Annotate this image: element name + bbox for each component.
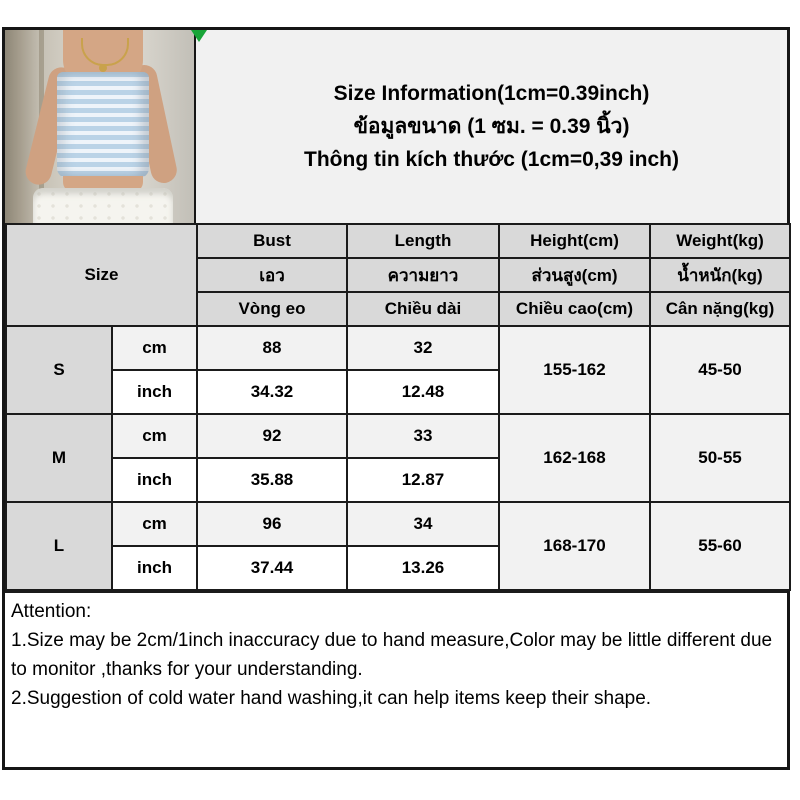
row-l-cm: L cm 96 34 168-170 55-60	[5, 501, 791, 591]
col-header-length-vi: Chiều dài	[346, 291, 500, 327]
col-header-length-en: Length	[346, 223, 500, 259]
m-length-cm: 33	[346, 413, 500, 459]
row-s-cm: S cm 88 32 155-162 45-50	[5, 325, 791, 415]
header-row-vietnamese: Vòng eo Chiều dài Chiều cao(cm) Cân nặng…	[6, 291, 791, 327]
s-weight: 45-50	[649, 325, 791, 415]
row-s-inch: inch 34.32 12.48	[6, 369, 790, 415]
s-height: 155-162	[498, 325, 651, 415]
l-weight: 55-60	[649, 501, 791, 591]
size-header-cell: Size	[5, 223, 198, 327]
m-weight: 50-55	[649, 413, 791, 503]
l-height: 168-170	[498, 501, 651, 591]
unit-label-inch: inch	[111, 369, 198, 415]
m-bust-inch: 35.88	[196, 457, 348, 503]
unit-label-inch: inch	[111, 457, 198, 503]
l-bust-cm: 96	[196, 501, 348, 547]
size-table: Size Bust Length Height(cm) Weight(kg) เ…	[5, 223, 791, 591]
photo-striped-tube-top	[57, 72, 149, 178]
row-m-cm: M cm 92 33 162-168 50-55	[5, 413, 791, 503]
col-header-bust-vi: Vòng eo	[196, 291, 348, 327]
header-row-english: Size Bust Length Height(cm) Weight(kg)	[5, 223, 791, 327]
attention-section: Attention: 1.Size may be 2cm/1inch inacc…	[5, 591, 787, 767]
l-length-cm: 34	[346, 501, 500, 547]
header-section: Size Information(1cm=0.39inch) ข้อมูลขนา…	[5, 30, 787, 223]
photo-white-shorts	[33, 188, 173, 223]
l-bust-inch: 37.44	[196, 545, 348, 591]
s-length-cm: 32	[346, 325, 500, 371]
m-bust-cm: 92	[196, 413, 348, 459]
col-header-length-th: ความยาว	[346, 257, 500, 293]
title-block: Size Information(1cm=0.39inch) ข้อมูลขนา…	[196, 30, 787, 223]
row-m-inch: inch 35.88 12.87	[6, 457, 790, 503]
s-length-inch: 12.48	[346, 369, 500, 415]
title-english: Size Information(1cm=0.39inch)	[333, 81, 650, 105]
title-vietnamese: Thông tin kích thước (1cm=0,39 inch)	[304, 147, 679, 171]
col-header-weight-vi: Cân nặng(kg)	[649, 291, 791, 327]
m-length-inch: 12.87	[346, 457, 500, 503]
attention-note-2: 2.Suggestion of cold water hand washing,…	[11, 688, 652, 709]
size-label-l: L	[5, 501, 113, 591]
unit-label-inch: inch	[111, 545, 198, 591]
col-header-bust-th: เอว	[196, 257, 348, 293]
col-header-height-th: ส่วนสูง(cm)	[498, 257, 651, 293]
m-height: 162-168	[498, 413, 651, 503]
photo-pendant	[99, 64, 107, 72]
size-label-s: S	[5, 325, 113, 415]
col-header-height-vi: Chiều cao(cm)	[498, 291, 651, 327]
l-length-inch: 13.26	[346, 545, 500, 591]
col-header-weight-en: Weight(kg)	[649, 223, 791, 259]
attention-note-1: 1.Size may be 2cm/1inch inaccuracy due t…	[11, 630, 773, 680]
green-corner-marker-icon	[191, 30, 207, 42]
col-header-weight-th: น้ำหนัก(kg)	[649, 257, 791, 293]
title-thai: ข้อมูลขนาด (1 ซม. = 0.39 นิ้ว)	[353, 114, 630, 138]
attention-heading: Attention:	[11, 601, 92, 622]
row-l-inch: inch 37.44 13.26	[6, 545, 790, 591]
header-row-thai: เอว ความยาว ส่วนสูง(cm) น้ำหนัก(kg)	[6, 257, 791, 293]
col-header-height-en: Height(cm)	[498, 223, 651, 259]
size-chart-sheet: Size Information(1cm=0.39inch) ข้อมูลขนา…	[2, 27, 791, 770]
unit-label-cm: cm	[111, 413, 198, 459]
unit-label-cm: cm	[111, 501, 198, 547]
col-header-bust-en: Bust	[196, 223, 348, 259]
size-label-m: M	[5, 413, 113, 503]
product-photo	[5, 30, 196, 223]
unit-label-cm: cm	[111, 325, 198, 371]
s-bust-cm: 88	[196, 325, 348, 371]
s-bust-inch: 34.32	[196, 369, 348, 415]
